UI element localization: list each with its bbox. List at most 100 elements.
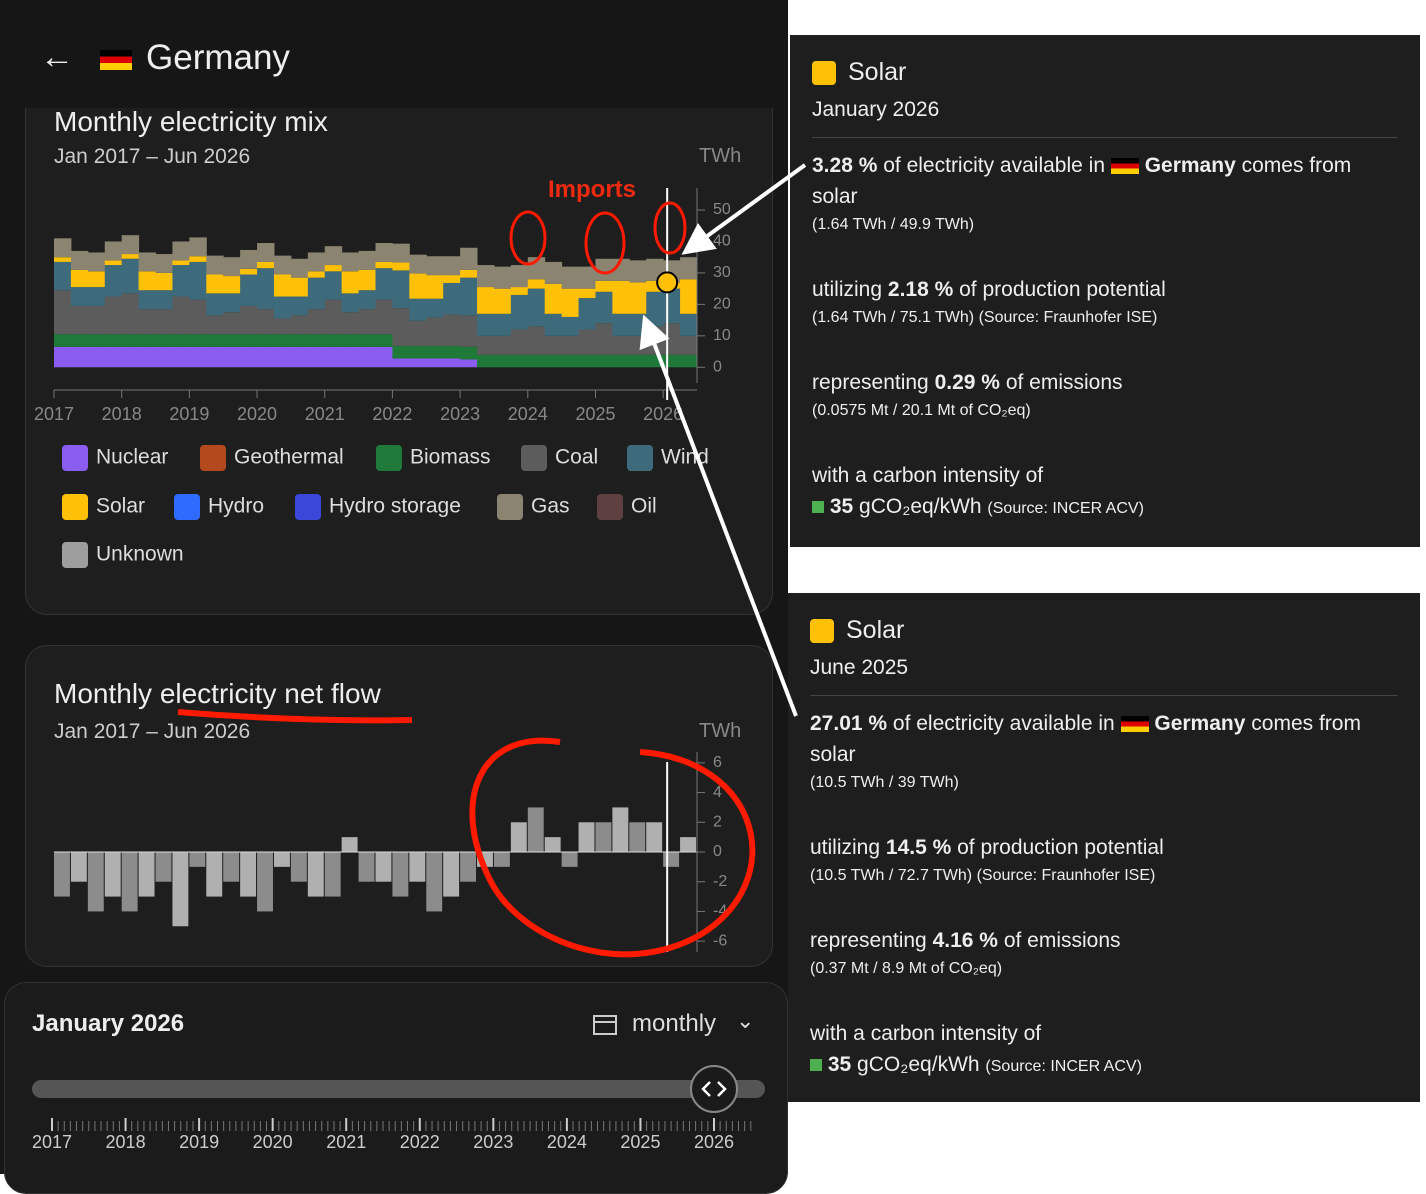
mix-segment [493, 288, 512, 314]
mix-segment [646, 354, 664, 368]
mix-segment [240, 268, 258, 275]
potential-line: utilizing 14.5 % of production potential [810, 832, 1398, 863]
legend-label: Coal [555, 446, 598, 469]
mix-segment [375, 268, 393, 300]
share-line: 27.01 % of electricity available in Germ… [810, 708, 1398, 770]
mix-segment [273, 334, 292, 347]
mix-segment [375, 346, 393, 368]
mix-segment [189, 334, 207, 347]
tooltip-header: Solar [812, 57, 1398, 88]
mix-segment [104, 241, 123, 261]
mix-segment [307, 309, 326, 335]
potential: 14.5 % [885, 836, 952, 859]
mix-segment [290, 315, 309, 335]
source: Solar [848, 58, 907, 86]
flow-bar [646, 822, 663, 852]
mix-segment [257, 261, 275, 269]
legend-label: Geothermal [234, 446, 344, 469]
emissions-detail: (0.0575 Mt / 20.1 Mt of CO₂eq) [812, 402, 1031, 419]
calendar-icon [593, 1015, 617, 1035]
intensity-lead: with a carbon intensity of [812, 464, 1044, 487]
mix-unit: TWh [699, 145, 742, 167]
mix-segment [87, 271, 106, 288]
mix-segment [392, 345, 410, 359]
period-select[interactable]: monthly [632, 1010, 717, 1037]
slider-thumb[interactable] [690, 1065, 738, 1113]
mix-segment [460, 247, 478, 270]
emissions-line: representing 0.29 % of emissions [812, 367, 1398, 398]
slider-tick-label: 2020 [253, 1132, 293, 1152]
y-tick-label: 40 [713, 233, 731, 250]
intensity-lead: with a carbon intensity of [810, 1022, 1042, 1045]
mix-segment [324, 346, 343, 368]
flow-bar [595, 822, 612, 852]
mix-segment [578, 354, 596, 368]
mix-segment [477, 265, 495, 288]
mix-segment [646, 326, 664, 355]
flow-bar [70, 852, 87, 882]
mix-segment [341, 271, 360, 294]
dropdown-chevron[interactable]: ⌄ [736, 1008, 755, 1033]
mix-segment [341, 252, 360, 272]
mix-segment [87, 287, 106, 306]
mix-segment [155, 272, 173, 291]
mix-segment [426, 298, 444, 318]
tooltip: Solar January 2026 3.28 % of electricity… [790, 35, 1420, 547]
potential-lead: utilizing [812, 278, 883, 301]
y-tick-label: 2 [713, 814, 722, 831]
mix-segment [324, 265, 343, 272]
y-tick-label: -6 [713, 932, 727, 949]
flow-bar [527, 807, 544, 852]
mix-segment [87, 252, 106, 272]
slider-tick-label: 2019 [179, 1132, 219, 1152]
date: January 2026 [812, 94, 1398, 138]
mix-segment [392, 270, 410, 309]
mix-segment [443, 345, 461, 359]
x-tick-label: 2023 [440, 404, 480, 424]
flow-bar [680, 837, 696, 852]
mix-segment [460, 277, 478, 316]
mix-segment [646, 280, 664, 292]
y-tick-label: 0 [713, 843, 722, 860]
cursor-dot [656, 271, 679, 294]
mix-segment [257, 346, 275, 368]
mix-segment [240, 249, 258, 269]
mix-segment [595, 291, 613, 324]
potential-text: of production potential [959, 278, 1166, 301]
mix-segment [629, 282, 647, 314]
mix-segment [257, 268, 275, 310]
flow-bar [206, 852, 223, 897]
mix-segment [460, 315, 478, 347]
mix-segment [172, 346, 190, 368]
mix-segment [578, 298, 596, 330]
mix-segment [138, 334, 157, 347]
mix-segment [544, 354, 563, 368]
legend-icon [174, 494, 200, 520]
flow-bar [257, 852, 273, 912]
solar-icon [810, 618, 834, 643]
mix-segment [460, 346, 478, 360]
mix-segment [206, 315, 224, 335]
y-tick-label: 4 [713, 784, 722, 801]
flow-bar [426, 852, 443, 912]
mix-segment [223, 257, 241, 277]
mix-segment [460, 269, 478, 278]
mix-segment [409, 358, 427, 368]
mix-segment [172, 241, 190, 261]
slider-tick-label: 2023 [473, 1132, 513, 1152]
mix-segment [172, 296, 190, 335]
mix-segment [54, 238, 72, 258]
mix-segment [104, 346, 123, 368]
flow-bar [460, 852, 477, 882]
mix-segment [290, 346, 309, 368]
emissions-line: representing 4.16 % of emissions [810, 925, 1398, 956]
back-button[interactable]: ← [40, 38, 74, 76]
date: June 2025 [810, 652, 1398, 696]
slider-tick-label: 2022 [400, 1132, 440, 1152]
share-line: 3.28 % of electricity available in Germa… [812, 150, 1398, 212]
mix-segment [273, 255, 292, 275]
flow-bar [155, 852, 172, 882]
legend-icon [376, 445, 402, 471]
potential-lead: utilizing [810, 836, 881, 859]
legend-label: Gas [531, 495, 570, 518]
